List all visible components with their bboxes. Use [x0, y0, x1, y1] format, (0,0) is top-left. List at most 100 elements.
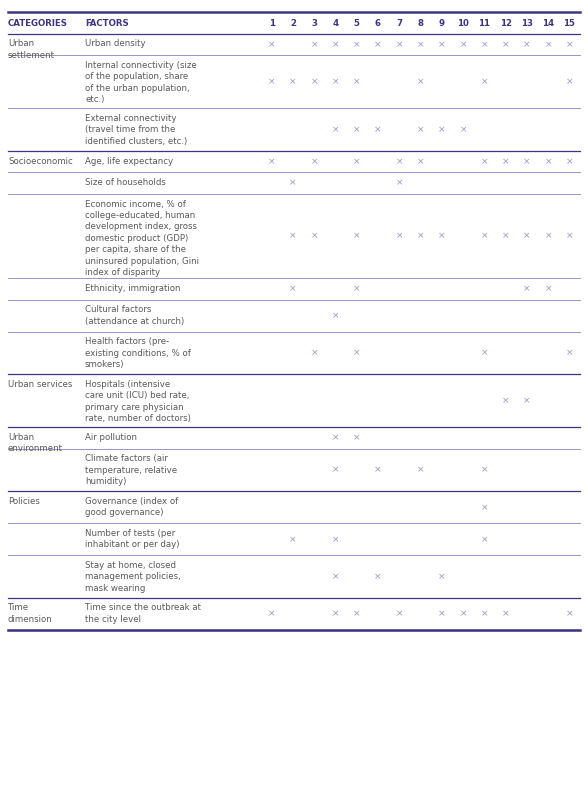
Text: ×: ×: [438, 609, 446, 618]
Text: ×: ×: [396, 157, 403, 167]
Text: ×: ×: [459, 126, 467, 134]
Text: ×: ×: [332, 77, 339, 86]
Text: Governance (index of
good governance): Governance (index of good governance): [85, 497, 178, 518]
Text: ×: ×: [289, 535, 297, 544]
Text: ×: ×: [544, 232, 552, 241]
Text: ×: ×: [396, 179, 403, 188]
Text: ×: ×: [566, 232, 573, 241]
Text: Time since the outbreak at
the city level: Time since the outbreak at the city leve…: [85, 604, 201, 624]
Text: ×: ×: [566, 40, 573, 49]
Text: Climate factors (air
temperature, relative
humidity): Climate factors (air temperature, relati…: [85, 455, 177, 486]
Text: ×: ×: [566, 349, 573, 357]
Text: 9: 9: [439, 19, 445, 27]
Text: Number of tests (per
inhabitant or per day): Number of tests (per inhabitant or per d…: [85, 529, 179, 550]
Text: ×: ×: [523, 285, 530, 294]
Text: Urban services: Urban services: [8, 380, 72, 389]
Text: 13: 13: [521, 19, 533, 27]
Text: ×: ×: [502, 157, 509, 167]
Text: ×: ×: [502, 40, 509, 49]
Text: Cultural factors
(attendance at church): Cultural factors (attendance at church): [85, 306, 184, 326]
Text: ×: ×: [332, 126, 339, 134]
Text: ×: ×: [523, 397, 530, 406]
Text: 3: 3: [311, 19, 317, 27]
Text: ×: ×: [502, 232, 509, 241]
Text: ×: ×: [353, 349, 360, 357]
Text: ×: ×: [417, 157, 425, 167]
Text: ×: ×: [523, 232, 530, 241]
Text: FACTORS: FACTORS: [85, 19, 129, 27]
Text: ×: ×: [417, 232, 425, 241]
Text: ×: ×: [353, 285, 360, 294]
Text: Economic income, % of
college-educated, human
development index, gross
domestic : Economic income, % of college-educated, …: [85, 200, 199, 277]
Text: 7: 7: [396, 19, 402, 27]
Text: Urban
environment: Urban environment: [8, 433, 63, 453]
Text: ×: ×: [289, 232, 297, 241]
Text: ×: ×: [289, 285, 297, 294]
Text: ×: ×: [480, 40, 488, 49]
Text: ×: ×: [566, 609, 573, 618]
Text: ×: ×: [438, 572, 446, 581]
Text: ×: ×: [310, 40, 318, 49]
Text: ×: ×: [310, 349, 318, 357]
Text: ×: ×: [480, 232, 488, 241]
Text: ×: ×: [566, 77, 573, 86]
Text: 1: 1: [269, 19, 275, 27]
Text: ×: ×: [310, 232, 318, 241]
Text: ×: ×: [353, 157, 360, 167]
Text: ×: ×: [332, 572, 339, 581]
Text: 11: 11: [478, 19, 490, 27]
Text: 2: 2: [290, 19, 296, 27]
Text: ×: ×: [353, 232, 360, 241]
Text: ×: ×: [268, 40, 275, 49]
Text: ×: ×: [523, 157, 530, 167]
Text: ×: ×: [459, 40, 467, 49]
Text: ×: ×: [289, 77, 297, 86]
Text: ×: ×: [544, 285, 552, 294]
Text: ×: ×: [502, 397, 509, 406]
Text: ×: ×: [332, 434, 339, 443]
Text: ×: ×: [523, 40, 530, 49]
Text: ×: ×: [417, 126, 425, 134]
Text: ×: ×: [332, 609, 339, 618]
Text: Urban density: Urban density: [85, 39, 146, 48]
Text: 15: 15: [563, 19, 575, 27]
Text: 8: 8: [417, 19, 423, 27]
Text: ×: ×: [459, 609, 467, 618]
Text: ×: ×: [544, 157, 552, 167]
Text: ×: ×: [353, 77, 360, 86]
Text: ×: ×: [353, 434, 360, 443]
Text: ×: ×: [374, 466, 382, 475]
Text: ×: ×: [396, 40, 403, 49]
Text: ×: ×: [396, 232, 403, 241]
Text: ×: ×: [502, 609, 509, 618]
Text: Hospitals (intensive
care unit (ICU) bed rate,
primary care physician
rate, numb: Hospitals (intensive care unit (ICU) bed…: [85, 380, 191, 423]
Text: ×: ×: [268, 77, 275, 86]
Text: ×: ×: [480, 77, 488, 86]
Text: ×: ×: [353, 40, 360, 49]
Text: ×: ×: [417, 77, 425, 86]
Text: ×: ×: [268, 609, 275, 618]
Text: ×: ×: [544, 40, 552, 49]
Text: Stay at home, closed
management policies,
mask wearing: Stay at home, closed management policies…: [85, 561, 181, 593]
Text: ×: ×: [310, 77, 318, 86]
Text: Health factors (pre-
existing conditions, % of
smokers): Health factors (pre- existing conditions…: [85, 337, 191, 369]
Text: 6: 6: [375, 19, 381, 27]
Text: ×: ×: [353, 126, 360, 134]
Text: ×: ×: [374, 126, 382, 134]
Text: ×: ×: [268, 157, 275, 167]
Text: ×: ×: [438, 126, 446, 134]
Text: 12: 12: [500, 19, 512, 27]
Text: Internal connectivity (size
of the population, share
of the urban population,
et: Internal connectivity (size of the popul…: [85, 61, 197, 105]
Text: ×: ×: [310, 157, 318, 167]
Text: ×: ×: [332, 312, 339, 320]
Text: 5: 5: [354, 19, 360, 27]
Text: ×: ×: [353, 609, 360, 618]
Text: ×: ×: [480, 349, 488, 357]
Text: 4: 4: [332, 19, 339, 27]
Text: ×: ×: [332, 40, 339, 49]
Text: ×: ×: [566, 157, 573, 167]
Text: Socioeconomic: Socioeconomic: [8, 156, 73, 166]
Text: ×: ×: [417, 40, 425, 49]
Text: 14: 14: [542, 19, 554, 27]
Text: ×: ×: [480, 535, 488, 544]
